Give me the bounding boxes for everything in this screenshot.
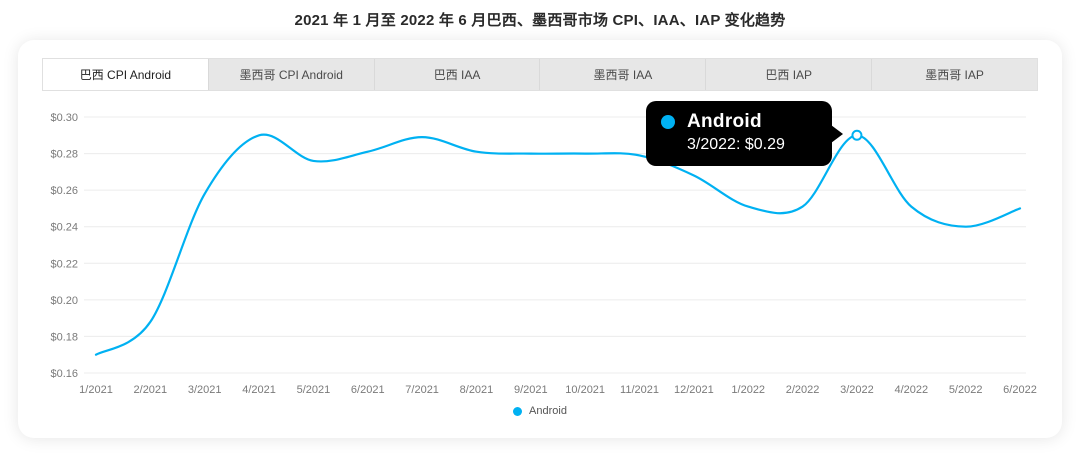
android-series-line — [94, 133, 1022, 356]
y-axis-label: $0.18 — [50, 331, 78, 343]
tab-bar: 巴西 CPI Android 墨西哥 CPI Android 巴西 IAA 墨西哥 I… — [42, 58, 1038, 91]
x-axis-label: 10/2021 — [565, 384, 605, 396]
y-axis-label: $0.30 — [50, 112, 78, 124]
x-axis-label: 2/2021 — [134, 384, 168, 396]
tab-brazil-iaa[interactable]: 巴西 IAA — [374, 59, 541, 90]
x-axis-label: 4/2022 — [894, 384, 928, 396]
x-axis-label: 1/2022 — [731, 384, 765, 396]
x-axis-label: 2/2022 — [786, 384, 820, 396]
chart-area: $0.30 $0.28 $0.26 $0.24 $0.22 $0.20 $0.18 $0.16… — [34, 101, 1046, 417]
tooltip-value: 3/2022: $0.29 — [687, 136, 785, 153]
x-axis-label: 8/2021 — [460, 384, 494, 396]
x-axis-label: 5/2021 — [297, 384, 331, 396]
tab-brazil-cpi-android[interactable]: 巴西 CPI Android — [43, 59, 209, 90]
x-axis-label: 6/2021 — [351, 384, 385, 396]
y-axis-label: $0.20 — [50, 295, 78, 307]
x-axis-label: 3/2022 — [840, 384, 874, 396]
highlighted-point-marker[interactable] — [851, 129, 863, 141]
y-axis-label: $0.22 — [50, 258, 78, 270]
y-axis-label: $0.28 — [50, 149, 78, 161]
page-title: 2021 年 1 月至 2022 年 6 月巴西、墨西哥市场 CPI、IAA、I… — [294, 12, 786, 29]
y-axis-label: $0.16 — [50, 368, 78, 380]
tab-mexico-iap[interactable]: 墨西哥 IAP — [872, 59, 1037, 90]
y-axis-label: $0.26 — [50, 185, 78, 197]
x-axis-label: 1/2021 — [79, 384, 113, 396]
x-axis-label: 12/2021 — [674, 384, 714, 396]
tab-brazil-iap[interactable]: 巴西 IAP — [706, 59, 873, 90]
legend-label: Android — [529, 405, 567, 417]
legend-item-android[interactable]: Android — [34, 405, 1046, 417]
y-axis-label: $0.24 — [50, 222, 78, 234]
chart-card: 巴西 CPI Android 墨西哥 CPI Android 巴西 IAA 墨西哥 I… — [18, 40, 1062, 438]
tab-mexico-cpi-android[interactable]: 墨西哥 CPI Android — [208, 59, 375, 90]
x-axis-label: 6/2022 — [1003, 384, 1037, 396]
x-axis-label: 4/2021 — [242, 384, 276, 396]
line-chart: $0.30 $0.28 $0.26 $0.24 $0.22 $0.20 $0.18 $0.16… — [50, 112, 1037, 396]
x-axis-label: 5/2022 — [949, 384, 983, 396]
tooltip-series-dot — [661, 115, 675, 129]
x-axis-label: 9/2021 — [514, 384, 548, 396]
tooltip-series-name: Android — [687, 111, 762, 132]
tooltip: Android 3/2022: $0.29 — [646, 101, 843, 166]
tab-mexico-iaa[interactable]: 墨西哥 IAA — [540, 59, 707, 90]
x-axis-label: 3/2021 — [188, 384, 222, 396]
x-axis-label: 11/2021 — [620, 384, 659, 396]
x-axis-label: 7/2021 — [405, 384, 439, 396]
legend-dot-icon — [513, 406, 523, 416]
